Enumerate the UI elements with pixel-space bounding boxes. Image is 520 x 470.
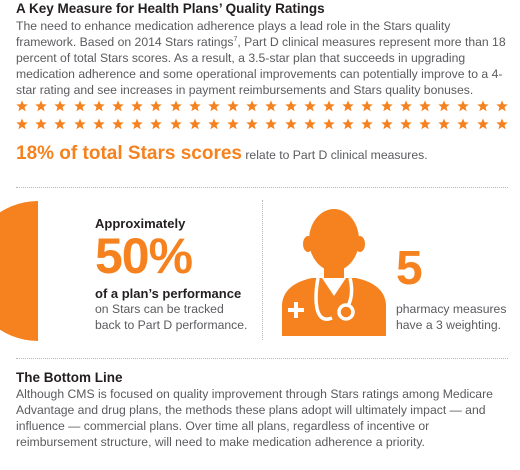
star-icon — [361, 100, 374, 112]
star-icon — [188, 118, 201, 130]
star-icon — [438, 100, 450, 112]
star-icon — [208, 100, 220, 112]
star-icon — [380, 100, 393, 112]
plan-performance-label: of a plan’s performance — [95, 286, 242, 301]
stat-highlight: 18% of total Stars scores — [16, 143, 242, 164]
star-icon — [54, 100, 67, 112]
star-icon — [400, 100, 412, 112]
star-icon — [476, 100, 489, 112]
star-icon — [93, 118, 105, 130]
stat-line: 18% of total Stars scores relate to Part… — [16, 143, 428, 165]
measure-desc-line2: have a 3 weighting. — [396, 318, 502, 332]
star-icon — [323, 100, 335, 112]
star-icon — [16, 100, 28, 112]
divider-vertical — [262, 200, 263, 340]
star-icon — [495, 118, 508, 130]
star-icon — [419, 100, 431, 112]
star-icon — [208, 118, 220, 130]
star-icon — [284, 118, 297, 130]
percent-value: 50% — [95, 228, 193, 284]
star-icon — [150, 118, 163, 130]
intro-paragraph: The need to enhance medication adherence… — [16, 18, 508, 98]
star-icon — [400, 118, 412, 130]
star-icon — [304, 118, 316, 130]
intro-text-part2: , Part D clinical measures represent mor… — [16, 35, 506, 97]
star-icon — [169, 118, 182, 130]
star-icon — [419, 118, 431, 130]
star-icon — [265, 100, 278, 112]
star-icon — [35, 118, 47, 130]
star-icon — [342, 100, 354, 112]
star-icon — [438, 118, 450, 130]
pie-desc-line1: on Stars can be tracked — [95, 302, 224, 316]
star-icon — [476, 118, 489, 130]
star-row-2 — [16, 117, 508, 133]
star-icon — [131, 118, 143, 130]
star-icon — [304, 100, 316, 112]
pie-desc-line2: back to Part D performance. — [95, 318, 248, 332]
star-icon — [284, 100, 297, 112]
star-icon — [227, 100, 239, 112]
divider-top — [16, 187, 508, 188]
divider-bottom — [16, 358, 508, 359]
star-icon — [246, 100, 258, 112]
star-icon — [16, 118, 28, 130]
footnote-ref: 7 — [233, 35, 238, 43]
star-icon — [169, 100, 182, 112]
star-icon — [35, 100, 47, 112]
star-icon — [93, 100, 105, 112]
star-icon — [73, 100, 86, 112]
stat-rest: relate to Part D clinical measures. — [241, 148, 428, 162]
pie-half-arc — [0, 201, 38, 341]
star-icon — [227, 118, 239, 130]
star-icon — [457, 118, 470, 130]
bottom-line-title: The Bottom Line — [16, 370, 123, 385]
star-icon — [380, 118, 393, 130]
star-row-1 — [16, 99, 508, 115]
star-icon — [323, 118, 335, 130]
star-icon — [73, 118, 86, 130]
star-icon — [265, 118, 278, 130]
star-icon — [246, 118, 258, 130]
measure-desc-line1: pharmacy measures — [396, 302, 507, 316]
star-icon — [188, 100, 201, 112]
star-icon — [54, 118, 67, 130]
measure-count: 5 — [396, 242, 423, 295]
section-heading: A Key Measure for Health Plans’ Quality … — [16, 1, 325, 16]
intro-text-part1: The need to enhance medication adherence… — [16, 19, 451, 49]
star-icon — [495, 100, 508, 112]
doctor-icon — [282, 209, 386, 336]
star-icon — [112, 100, 124, 112]
bottom-line-paragraph: Although CMS is focused on quality impro… — [16, 387, 493, 449]
approx-label: Approximately — [95, 216, 186, 231]
star-icon — [131, 100, 143, 112]
star-icon — [457, 100, 470, 112]
pie-graphic — [0, 201, 38, 341]
star-icon — [361, 118, 374, 130]
star-icon — [112, 118, 124, 130]
star-icon — [150, 100, 163, 112]
star-icon — [342, 118, 354, 130]
